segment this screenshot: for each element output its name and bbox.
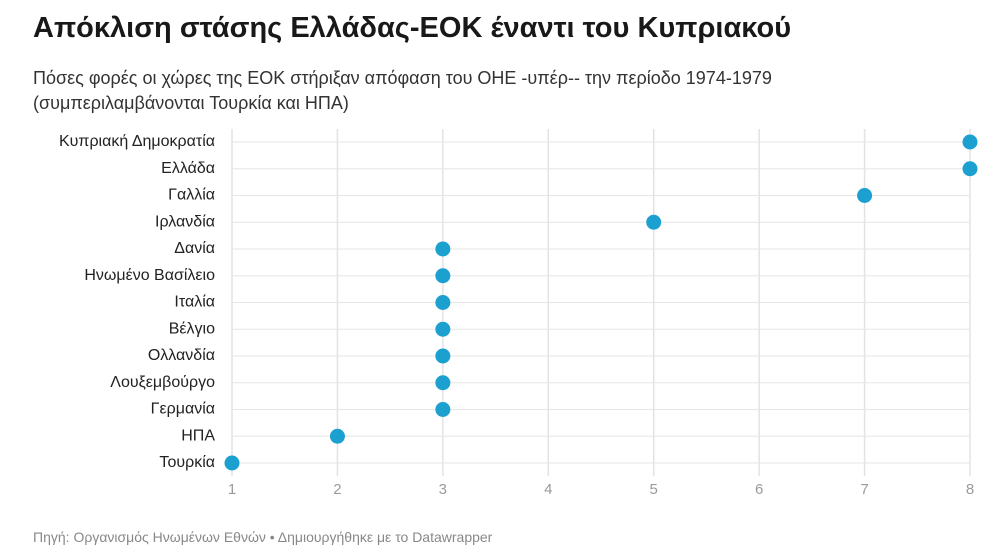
chart-subtitle: Πόσες φορές οι χώρες της ΕΟΚ στήριξαν απ… (33, 68, 772, 113)
dot (329, 428, 345, 444)
y-tick-label: Λουξεμβούργο (110, 374, 215, 391)
dot (435, 268, 451, 284)
dot (435, 295, 451, 310)
x-tick-label: 1 (228, 481, 236, 498)
chart: 1 2 3 4 5 6 7 8 Κυπριακή Δημοκρατία Ελλάδα Γαλλία Ι… (59, 129, 978, 498)
x-tick-label: 2 (333, 481, 341, 498)
x-tick-label: 6 (755, 481, 763, 498)
x-tick-label: 5 (650, 481, 658, 498)
dot (646, 214, 662, 230)
y-tick-label: Γερμανία (151, 401, 215, 418)
y-tick-label: Ιρλανδία (155, 213, 215, 230)
y-tick-label: Ολλανδία (148, 347, 215, 364)
y-tick-label: Δανία (174, 240, 215, 257)
dot (435, 241, 451, 257)
dot (435, 321, 451, 337)
y-tick-label: Γαλλία (168, 187, 215, 204)
dot (962, 134, 978, 150)
chart-title: Απόκλιση στάσης Ελλάδας-ΕΟΚ έναντι του Κ… (33, 12, 792, 44)
y-tick-label: ΗΠΑ (181, 427, 215, 444)
dot (435, 375, 451, 391)
dot (435, 348, 451, 364)
y-tick-label: Ιταλία (174, 294, 215, 311)
y-tick-label: Τουρκία (159, 454, 215, 471)
y-tick-label: Βέλγιο (169, 320, 215, 337)
dot (224, 455, 240, 471)
x-tick-label: 3 (439, 481, 447, 498)
x-tick-label: 7 (860, 481, 868, 498)
y-tick-label: Κυπριακή Δημοκρατία (59, 133, 215, 150)
x-tick-label: 4 (544, 481, 552, 498)
dot (857, 188, 873, 203)
source-note: Πηγή: Οργανισμός Ηνωμένων Εθνών • Δημιου… (33, 529, 493, 545)
x-tick-label: 8 (966, 481, 974, 498)
dot (435, 402, 451, 417)
y-tick-label: Ελλάδα (161, 160, 215, 177)
y-tick-label: Ηνωμένο Βασίλειο (84, 267, 215, 284)
dot (962, 161, 978, 177)
